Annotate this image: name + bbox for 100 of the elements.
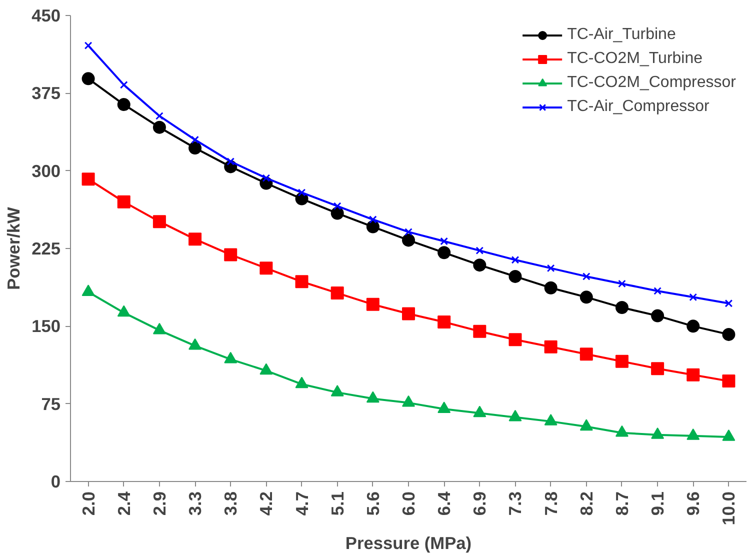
point xyxy=(84,42,92,50)
point xyxy=(508,410,522,422)
point xyxy=(188,232,202,246)
point xyxy=(654,287,662,295)
point xyxy=(476,246,484,255)
point xyxy=(651,309,664,322)
point xyxy=(438,316,451,329)
point xyxy=(580,290,593,304)
point xyxy=(686,428,700,440)
point xyxy=(117,305,130,317)
point xyxy=(582,272,590,280)
point xyxy=(368,216,377,224)
legend-label: TC-CO2M_Compressor xyxy=(567,74,736,92)
y-tick-label: 75 xyxy=(41,394,61,414)
legend-label: TC-CO2M_Turbine xyxy=(567,50,703,68)
point xyxy=(191,136,199,144)
point xyxy=(722,328,736,341)
legend-label: TC-Air_Compressor xyxy=(567,98,710,116)
point xyxy=(117,98,130,112)
point xyxy=(438,246,451,260)
y-tick-label: 150 xyxy=(32,316,61,336)
point xyxy=(438,402,451,413)
point xyxy=(120,80,128,89)
point xyxy=(117,195,130,208)
point xyxy=(686,320,700,333)
point xyxy=(298,188,306,197)
x-tick-label: 3.8 xyxy=(220,491,241,516)
point xyxy=(330,206,344,220)
point xyxy=(152,215,166,228)
y-tick-label: 225 xyxy=(32,238,61,258)
point xyxy=(366,391,380,403)
point xyxy=(651,362,664,376)
point xyxy=(440,237,448,246)
point xyxy=(473,324,486,338)
point xyxy=(473,258,486,272)
x-tick-label: 4.2 xyxy=(256,491,276,516)
y-tick-label: 375 xyxy=(32,83,61,104)
point xyxy=(508,270,522,283)
point xyxy=(260,363,273,375)
x-tick-label: 2.4 xyxy=(114,491,134,516)
point xyxy=(224,248,238,262)
x-tick-label: 5.1 xyxy=(327,491,348,516)
x-tick-label: 5.6 xyxy=(362,491,383,516)
point xyxy=(366,298,380,311)
point xyxy=(82,172,95,186)
point xyxy=(402,307,415,320)
x-tick-label: 9.6 xyxy=(683,491,704,516)
point xyxy=(152,120,166,134)
point xyxy=(580,419,593,431)
x-tick-label: 6.0 xyxy=(398,491,418,516)
point xyxy=(262,174,270,182)
point xyxy=(224,352,238,364)
point xyxy=(188,338,202,350)
x-tick-label: 3.3 xyxy=(185,491,206,516)
x-axis-title: Pressure (MPa) xyxy=(345,533,472,554)
point xyxy=(615,301,628,314)
point xyxy=(544,340,558,354)
point xyxy=(724,299,733,308)
x-tick-label: 7.8 xyxy=(540,491,561,516)
point xyxy=(330,286,344,300)
point xyxy=(511,256,520,264)
legend-label: TC-Air_Turbine xyxy=(567,26,676,44)
point xyxy=(722,430,736,441)
point xyxy=(152,322,166,334)
point xyxy=(615,425,628,437)
y-tick-label: 0 xyxy=(50,472,61,492)
point xyxy=(333,202,342,210)
point xyxy=(366,220,380,234)
point xyxy=(260,262,273,275)
point xyxy=(544,414,558,426)
x-tick-label: 7.3 xyxy=(505,491,526,516)
point xyxy=(402,234,415,247)
point xyxy=(188,142,202,155)
y-axis-title: Power/kW xyxy=(4,206,24,290)
point xyxy=(722,374,736,388)
x-tick-label: 8.2 xyxy=(576,491,596,516)
point xyxy=(544,281,558,294)
x-tick-label: 4.7 xyxy=(292,491,312,516)
point xyxy=(618,280,626,288)
point xyxy=(156,112,164,120)
point xyxy=(508,333,522,346)
point xyxy=(402,395,415,407)
x-tick-label: 2.0 xyxy=(78,491,98,516)
x-tick-label: 6.4 xyxy=(434,491,454,516)
y-tick-label: 450 xyxy=(32,6,61,26)
point xyxy=(226,158,235,166)
x-tick-label: 8.7 xyxy=(612,491,632,516)
x-tick-label: 6.9 xyxy=(470,491,490,516)
y-tick-label: 300 xyxy=(32,160,61,181)
point xyxy=(546,264,555,272)
x-tick-label: 9.1 xyxy=(648,491,668,516)
x-tick-label: 10.0 xyxy=(718,491,739,526)
point xyxy=(82,72,95,86)
point xyxy=(295,376,308,388)
x-tick-label: 2.9 xyxy=(149,491,170,516)
point xyxy=(82,284,95,296)
point xyxy=(615,354,628,368)
point xyxy=(295,275,308,288)
point xyxy=(689,293,698,302)
point xyxy=(580,348,593,361)
